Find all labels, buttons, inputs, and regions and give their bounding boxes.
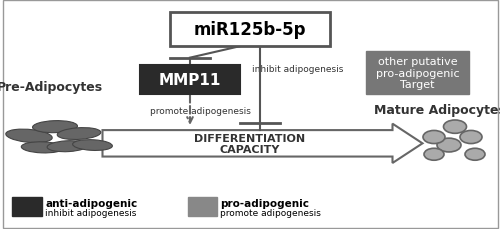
Ellipse shape — [72, 140, 112, 151]
Text: promote adipogenesis: promote adipogenesis — [150, 106, 250, 116]
Text: pro-adipogenic: pro-adipogenic — [220, 198, 309, 208]
Ellipse shape — [437, 139, 461, 152]
Text: inhibit adipogenesis: inhibit adipogenesis — [252, 64, 343, 73]
Ellipse shape — [423, 131, 445, 144]
Text: Mature Adipocytes: Mature Adipocytes — [374, 104, 500, 116]
Ellipse shape — [32, 121, 78, 133]
Ellipse shape — [22, 142, 64, 153]
FancyBboxPatch shape — [366, 52, 468, 95]
Text: DIFFERENTIATION
CAPACITY: DIFFERENTIATION CAPACITY — [194, 133, 306, 154]
Ellipse shape — [465, 149, 485, 161]
Text: promote adipogenesis: promote adipogenesis — [220, 208, 321, 217]
Text: anti-adipogenic: anti-adipogenic — [45, 198, 137, 208]
Ellipse shape — [424, 149, 444, 161]
Text: MMP11: MMP11 — [159, 73, 221, 88]
Ellipse shape — [57, 128, 101, 140]
FancyBboxPatch shape — [170, 13, 330, 47]
Polygon shape — [102, 124, 422, 163]
FancyBboxPatch shape — [12, 197, 42, 216]
FancyBboxPatch shape — [188, 197, 216, 216]
Text: other putative
pro-adipogenic
Target: other putative pro-adipogenic Target — [376, 57, 460, 90]
FancyBboxPatch shape — [140, 65, 240, 95]
Text: Pre-Adipocytes: Pre-Adipocytes — [0, 81, 103, 93]
Text: miR125b-5p: miR125b-5p — [194, 21, 306, 39]
Ellipse shape — [460, 131, 482, 144]
Text: inhibit adipogenesis: inhibit adipogenesis — [45, 208, 136, 217]
Ellipse shape — [6, 130, 52, 143]
Ellipse shape — [47, 141, 88, 152]
Ellipse shape — [444, 120, 466, 134]
